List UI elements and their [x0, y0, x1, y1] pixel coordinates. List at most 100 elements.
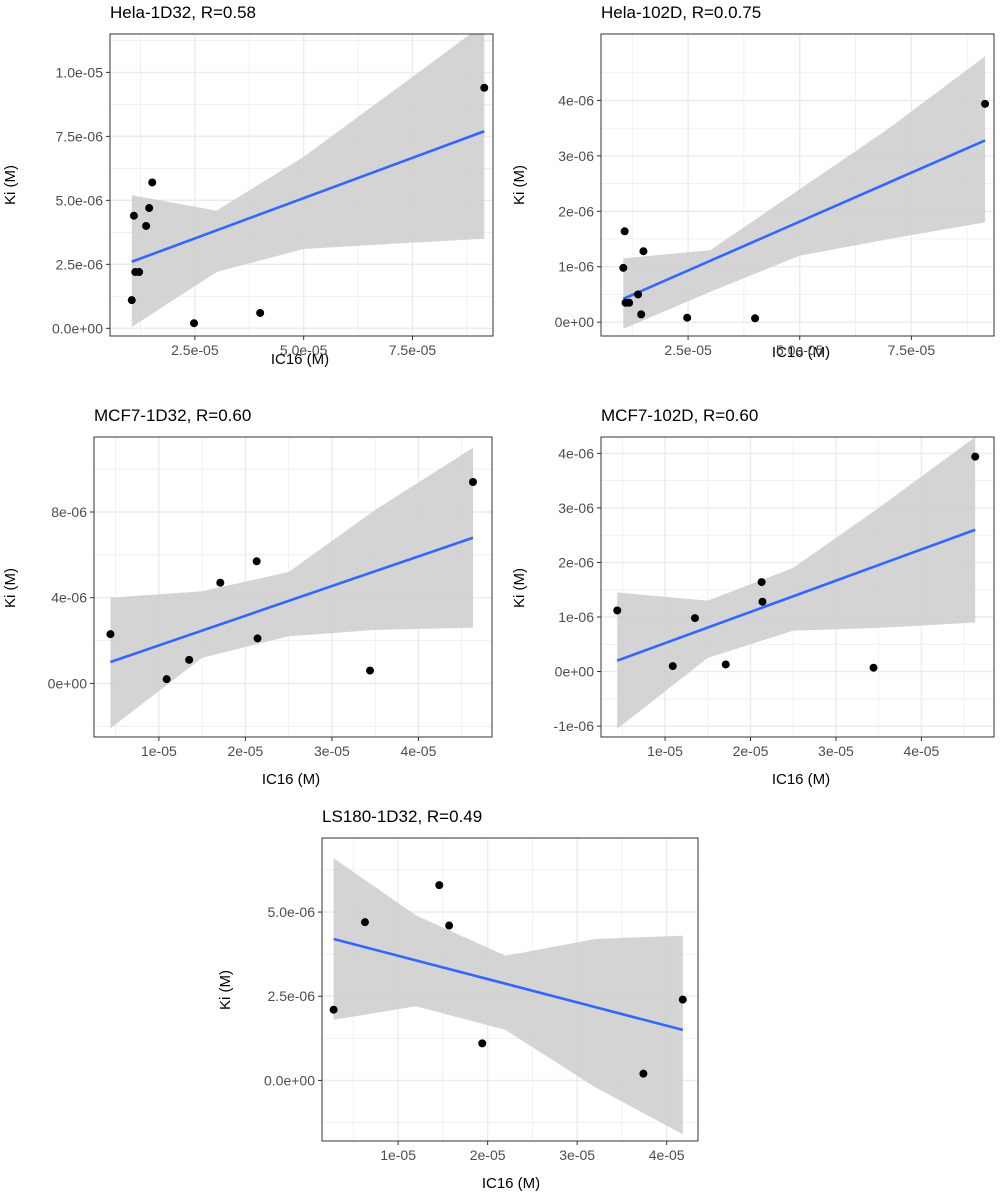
data-point: [185, 655, 194, 664]
data-point: [668, 662, 677, 671]
data-point: [613, 606, 622, 615]
data-point: [637, 310, 646, 319]
x-tick-label: 1e-05: [647, 743, 683, 759]
panel-border: [321, 837, 699, 1142]
x-tick-label: 4e-05: [903, 743, 939, 759]
fit-line: [616, 528, 976, 662]
y-tick-label: 2e-06: [558, 554, 594, 570]
x-tick-label: 5.0e-05: [776, 342, 824, 358]
data-point: [639, 247, 648, 256]
data-point: [721, 660, 730, 669]
panel-mcf7-102d: MCF7-102D, R=0.60 IC16 (M) Ki (M) 1e-05 2…: [511, 406, 995, 788]
y-tick-label: 3e-06: [558, 500, 594, 516]
y-axis-label: Ki (M): [2, 568, 19, 608]
data-point: [981, 99, 990, 108]
y-tick-label: 0e+00: [555, 314, 595, 330]
data-point: [690, 614, 699, 623]
data-point: [135, 268, 144, 277]
panel-mcf7-1d32: MCF7-1D32, R=0.60 IC16 (M) Ki (M) 1e-05 2…: [2, 406, 493, 788]
panel-hela-102d: Hela-102D, R=0.0.75 IC16 (M) Ki (M) 2.5e…: [511, 3, 995, 361]
panel-border: [600, 436, 995, 738]
y-tick-label: 5.0e-06: [268, 904, 316, 920]
plot-area: [329, 858, 687, 1135]
x-tick-label: 7.5e-05: [389, 342, 437, 358]
data-point: [142, 221, 151, 230]
data-point: [148, 178, 157, 187]
x-tick-label: 3e-05: [818, 743, 854, 759]
plot-area: [613, 437, 980, 729]
data-point: [751, 314, 760, 323]
x-axis-label: IC16 (M): [271, 351, 329, 368]
data-point: [678, 995, 687, 1004]
x-tick-label: 1e-05: [141, 743, 177, 759]
chart-title: Hela-102D, R=0.0.75: [601, 3, 761, 22]
panel-ls180-1d32: LS180-1D32, R=0.49 IC16 (M) Ki (M) 1e-05…: [217, 807, 699, 1192]
plot-area: [619, 56, 990, 329]
data-point: [620, 227, 629, 236]
confidence-band: [110, 447, 474, 729]
y-tick-label: 4e-06: [558, 445, 594, 461]
data-point: [619, 263, 628, 272]
confidence-band: [131, 34, 485, 327]
data-point: [360, 918, 369, 927]
data-point: [253, 634, 262, 643]
x-tick-label: 4e-05: [401, 743, 437, 759]
chart-title: Hela-1D32, R=0.58: [110, 3, 256, 22]
data-point: [869, 663, 878, 672]
y-tick-label: 2e-06: [558, 203, 594, 219]
data-point: [971, 452, 980, 461]
fit-line: [622, 139, 986, 301]
fit-line: [333, 937, 684, 1032]
x-tick-label: 3e-05: [559, 1147, 595, 1163]
panel-hela-1d32: Hela-1D32, R=0.58 IC16 (M) Ki (M) 2.5e-0…: [2, 3, 494, 368]
x-tick-label: 7.5e-05: [888, 342, 936, 358]
data-point: [757, 578, 766, 587]
y-tick-label: 8e-06: [51, 504, 87, 520]
y-tick-label: 0e+00: [555, 664, 595, 680]
x-tick-label: 1e-05: [380, 1147, 416, 1163]
data-point: [634, 290, 643, 299]
data-point: [145, 204, 154, 213]
y-tick-label: -1e-06: [554, 718, 595, 734]
y-tick-label: 7.5e-06: [56, 128, 104, 144]
data-point: [625, 298, 634, 307]
x-tick-label: 5.0e-05: [280, 342, 328, 358]
y-axis-label: Ki (M): [511, 568, 528, 608]
confidence-band: [333, 858, 683, 1135]
data-point: [256, 308, 265, 317]
x-axis-label: IC16 (M): [772, 344, 830, 361]
data-point: [639, 1069, 648, 1078]
y-tick-label: 0e+00: [48, 675, 88, 691]
chart-title: LS180-1D32, R=0.49: [322, 807, 482, 826]
data-point: [435, 881, 444, 890]
data-point: [758, 597, 767, 606]
confidence-band: [617, 437, 976, 729]
y-tick-label: 3e-06: [558, 148, 594, 164]
data-point: [478, 1039, 487, 1048]
y-tick-label: 0.0e+00: [52, 320, 103, 336]
fit-line: [131, 130, 485, 263]
data-point: [127, 296, 136, 305]
y-axis-label: Ki (M): [2, 165, 19, 205]
x-tick-label: 4e-05: [649, 1147, 685, 1163]
data-point: [468, 478, 477, 486]
y-tick-label: 1e-06: [558, 609, 594, 625]
y-axis-label: Ki (M): [511, 165, 528, 205]
data-point: [189, 319, 198, 328]
y-tick-label: 1e-06: [558, 259, 594, 275]
x-tick-label: 2.5e-05: [171, 342, 219, 358]
data-point: [329, 1005, 338, 1014]
x-tick-label: 2.5e-05: [664, 342, 712, 358]
x-tick-label: 2e-05: [228, 743, 264, 759]
y-tick-label: 2.5e-06: [56, 256, 104, 272]
data-point: [480, 83, 489, 92]
data-point: [162, 675, 171, 684]
chart-title: MCF7-1D32, R=0.60: [94, 406, 251, 425]
panel-border: [93, 436, 493, 738]
data-point: [366, 666, 375, 675]
data-point: [106, 630, 115, 639]
y-tick-label: 1.0e-05: [56, 64, 104, 80]
data-point: [445, 921, 454, 930]
fit-line: [110, 536, 474, 664]
